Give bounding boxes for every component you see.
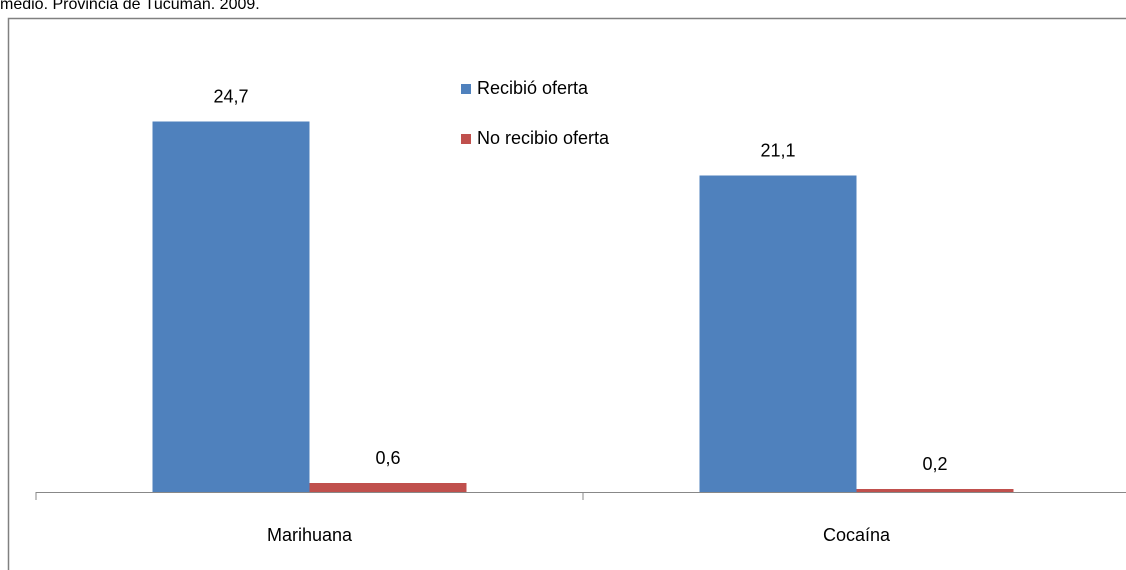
value-label: 21,1 xyxy=(760,140,795,160)
chart-title: medio. Provincia de Tucumán. 2009. xyxy=(0,0,260,13)
legend-swatch xyxy=(461,84,471,94)
bar xyxy=(152,121,310,492)
value-label: 0,2 xyxy=(922,454,947,474)
value-label: 0,6 xyxy=(375,448,400,468)
bar xyxy=(309,483,467,492)
x-tick-label: Marihuana xyxy=(267,525,353,545)
legend-swatch xyxy=(461,134,471,144)
bar xyxy=(699,175,857,492)
legend-label: Recibió oferta xyxy=(477,78,589,98)
x-tick-label: Cocaína xyxy=(823,525,891,545)
value-label: 24,7 xyxy=(213,86,248,106)
legend-label: No recibio oferta xyxy=(477,128,610,148)
bar xyxy=(856,489,1014,492)
